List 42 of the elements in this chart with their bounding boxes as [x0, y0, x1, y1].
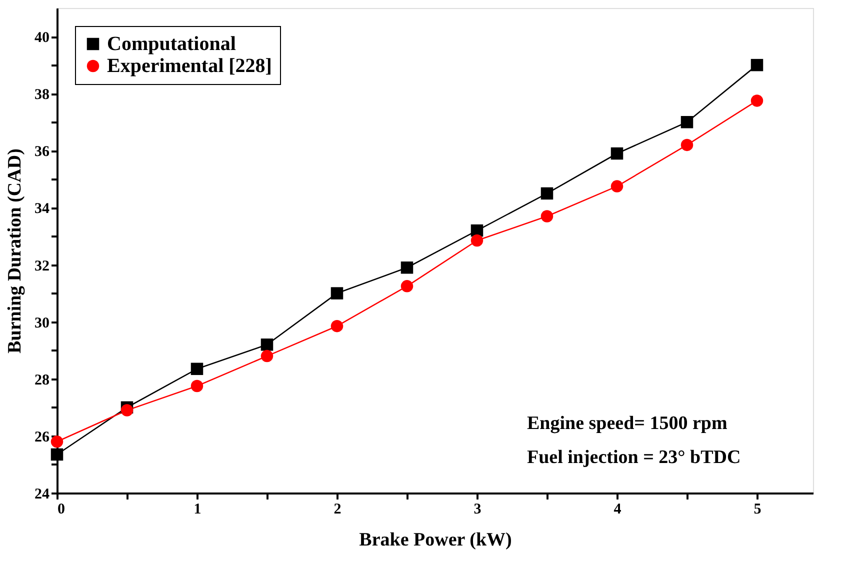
point: [540, 187, 554, 200]
point: [260, 350, 274, 362]
y-tick-label: 38: [34, 87, 50, 104]
x-tick-label: 3: [474, 502, 482, 518]
point: [470, 224, 484, 237]
point: [680, 138, 694, 152]
annotation: Fuel injection = 23° bTDC: [527, 447, 741, 468]
point: [680, 116, 694, 128]
point: [120, 404, 134, 416]
point: [400, 261, 414, 274]
point: [190, 380, 204, 392]
point: [190, 362, 204, 376]
legend-label: Computational: [107, 33, 236, 55]
annotation: Engine speed= 1500 rpm: [527, 413, 728, 434]
x-tick-label: 0: [58, 502, 65, 518]
point: [50, 448, 64, 461]
y-tick-label: 34: [34, 201, 50, 218]
point: [750, 58, 764, 72]
y-tick-label: 26: [34, 429, 50, 446]
legend-label: Experimental [228]: [107, 55, 272, 77]
point: [610, 180, 624, 192]
point: [540, 210, 554, 222]
x-tick-label: 5: [754, 502, 762, 518]
y-tick-label: 36: [34, 144, 50, 160]
point: [610, 147, 624, 160]
x-tick-label: 1: [194, 502, 202, 518]
y-tick-label: 40: [34, 30, 50, 46]
y-tick-label: 32: [34, 258, 50, 274]
point: [330, 320, 344, 332]
point: [470, 234, 484, 247]
y-tick-label: 24: [34, 486, 50, 502]
point: [330, 287, 344, 300]
x-tick-label: 4: [614, 502, 622, 518]
y-tick-label: 30: [34, 315, 50, 332]
point: [400, 280, 414, 292]
x-tick-label: 2: [334, 502, 342, 518]
point: [50, 436, 64, 448]
x-axis-title: Brake Power (kW): [359, 530, 512, 550]
y-axis-title: Burning Duration (CAD): [4, 148, 26, 354]
y-tick-label: 28: [34, 372, 50, 388]
point: [750, 94, 764, 107]
point: [260, 338, 274, 351]
